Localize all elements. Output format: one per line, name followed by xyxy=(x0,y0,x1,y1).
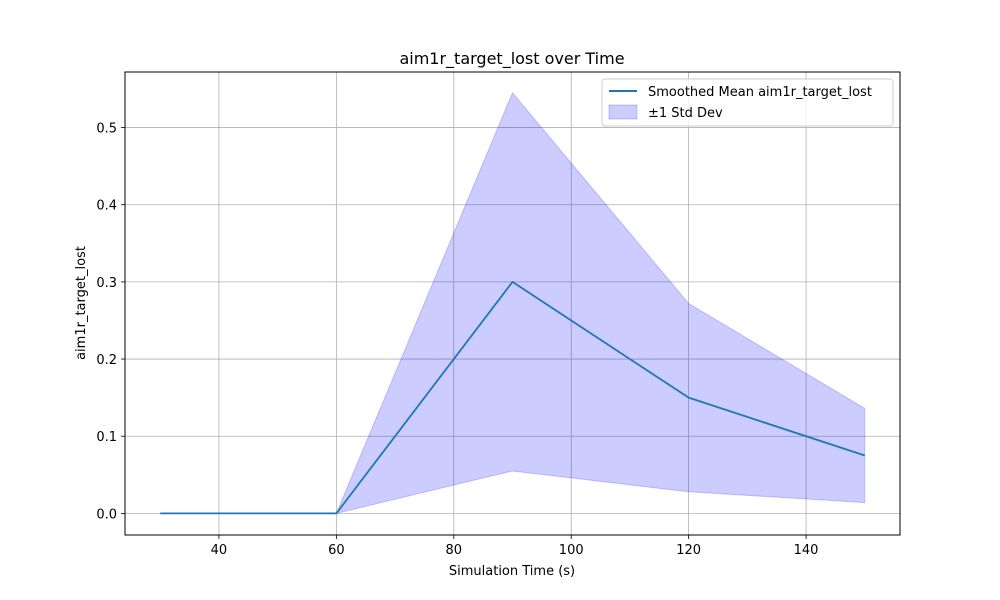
y-tick-label: 0.1 xyxy=(96,430,117,445)
plot-area xyxy=(125,72,900,535)
y-tick-label: 0.4 xyxy=(96,199,117,214)
legend-band-swatch xyxy=(608,104,638,120)
y-tick-label: 0.0 xyxy=(96,507,117,522)
x-axis-label: Simulation Time (s) xyxy=(449,564,575,579)
y-axis-label: aim1r_target_lost xyxy=(74,246,89,360)
plot-frame xyxy=(124,71,901,536)
y-tick-label: 0.5 xyxy=(96,122,117,137)
legend-box xyxy=(601,78,894,127)
smoothed-mean-line xyxy=(160,280,866,515)
grid xyxy=(125,72,900,535)
x-tick-label: 40 xyxy=(211,543,228,558)
legend-label-std: ±1 Std Dev xyxy=(648,106,723,121)
y-tick-label: 0.2 xyxy=(96,353,117,368)
y-tick-label: 0.3 xyxy=(96,276,117,291)
y-axis-ticks: 0.0 0.1 0.2 0.3 0.4 0.5 xyxy=(96,122,125,522)
x-tick-label: 60 xyxy=(328,543,345,558)
x-tick-label: 80 xyxy=(446,543,463,558)
x-tick-label: 120 xyxy=(676,543,701,558)
chart-title: aim1r_target_lost over Time xyxy=(399,49,624,69)
legend-label-mean: Smoothed Mean aim1r_target_lost xyxy=(648,85,872,100)
mean-line-layer xyxy=(160,280,866,515)
x-axis-ticks: 40 60 80 100 120 140 xyxy=(211,535,819,558)
x-tick-label: 100 xyxy=(559,543,584,558)
legend: Smoothed Mean aim1r_target_lost ±1 Std D… xyxy=(601,78,894,127)
x-tick-label: 140 xyxy=(794,543,819,558)
